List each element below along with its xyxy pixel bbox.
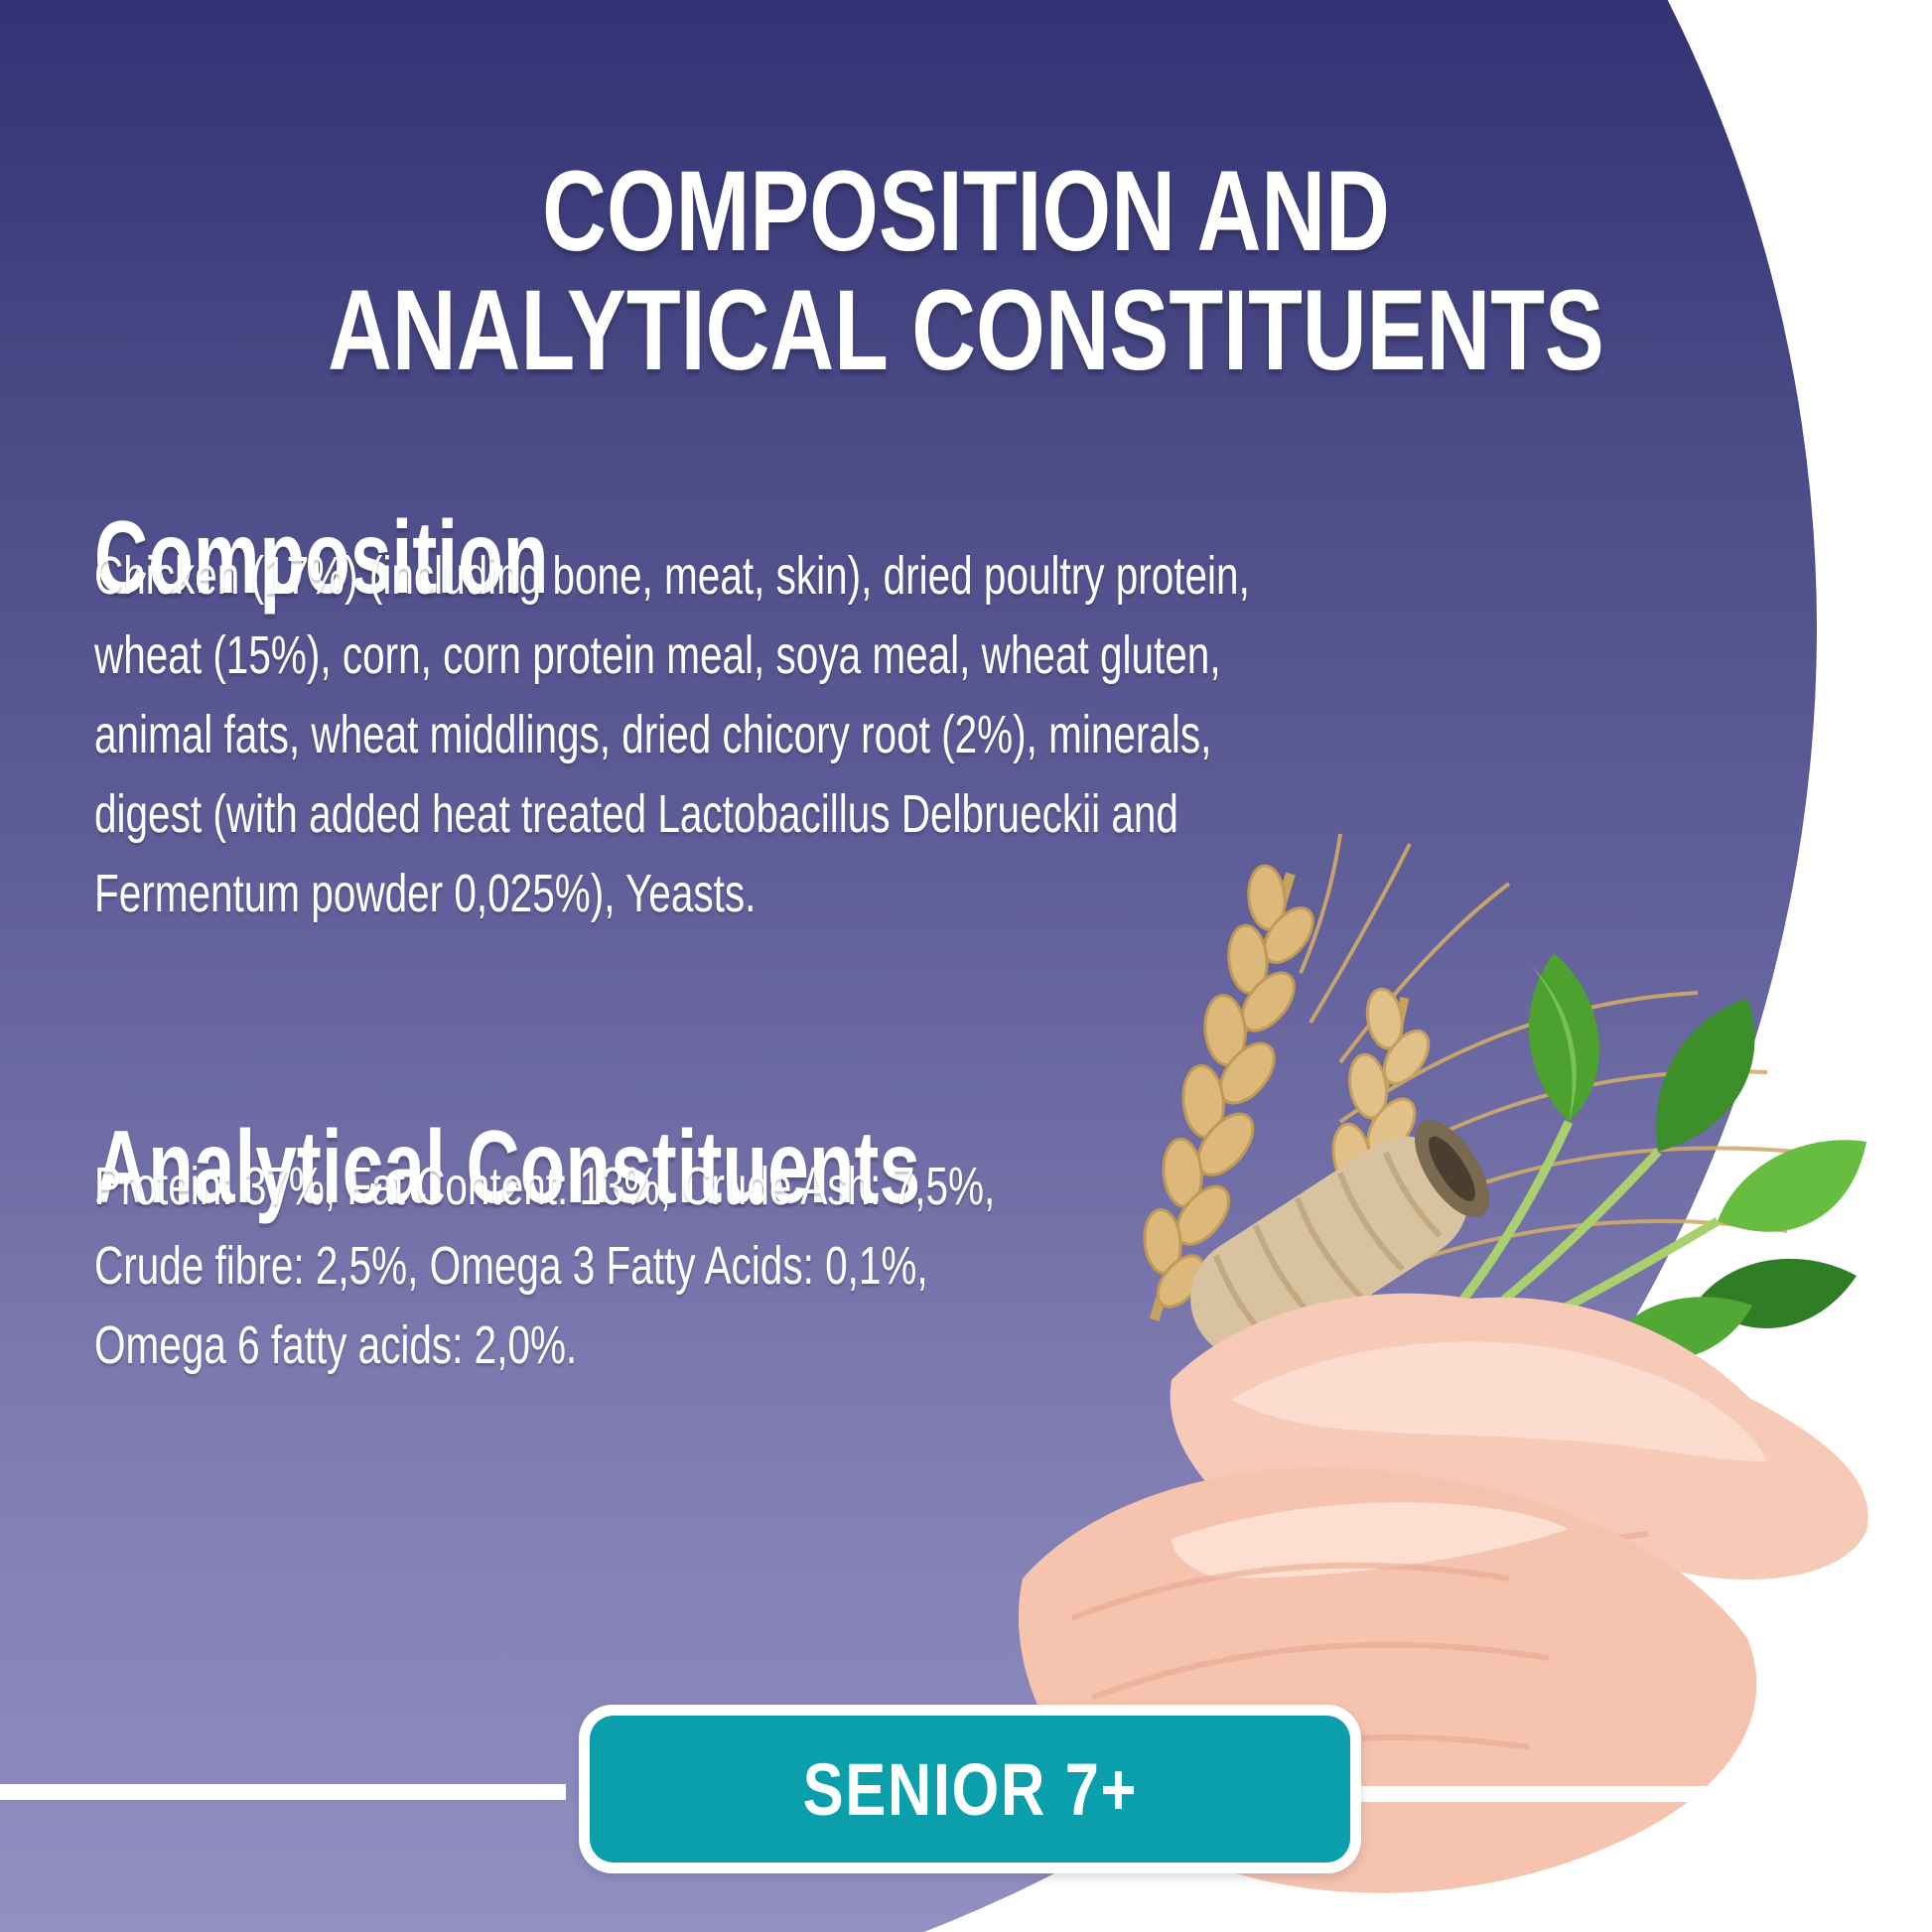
analytical-constituents-heading: Analytical Constituents [94,1110,921,1226]
divider-line-left [0,1784,566,1800]
page-title-line-1: COMPOSITION AND [542,148,1390,276]
senior-badge: SENIOR 7+ [579,1705,1361,1873]
analytical-text-line: Omega 6 fatty acids: 2,0%. [94,1315,578,1375]
composition-text-line: animal fats, wheat middlings, dried chic… [94,705,1212,764]
composition-text-line: Chicken (17%) (including bone, meat, ski… [94,546,1250,606]
wheat-ear-icon [1143,864,1314,1321]
analytical-text-line: Protein: 37%, Fat Content: 13%, Crude As… [94,1157,996,1216]
divider-line-right [1358,1786,1765,1802]
analytical-constituents-text: Protein: 37%, Fat Content: 13%, Crude As… [94,1147,995,1385]
senior-badge-label: SENIOR 7+ [802,1747,1138,1831]
page-title-line-2: ANALYTICAL CONSTITUENTS [328,267,1604,395]
composition-text: Chicken (17%) (including bone, meat, ski… [94,536,1250,933]
analytical-text-line: Crude fibre: 2,5%, Omega 3 Fatty Acids: … [94,1236,928,1296]
senior-badge-fill: SENIOR 7+ [590,1716,1350,1863]
green-leaves-icon [1426,953,1866,1385]
composition-text-line: wheat (15%), corn, corn protein meal, so… [94,625,1221,685]
composition-text-line: Fermentum powder 0,025%), Yeasts. [94,864,757,923]
composition-text-line: digest (with added heat treated Lactobac… [94,784,1178,844]
page-title: COMPOSITION AND ANALYTICAL CONSTITUENTS [212,152,1720,390]
composition-heading: Composition [94,500,549,617]
